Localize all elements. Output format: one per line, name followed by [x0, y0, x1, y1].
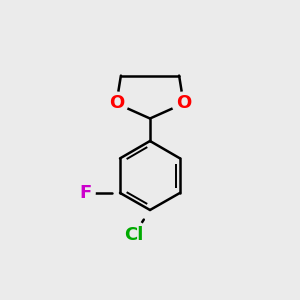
- Circle shape: [105, 92, 128, 115]
- Text: O: O: [176, 94, 191, 112]
- Text: F: F: [80, 184, 92, 202]
- Circle shape: [119, 221, 148, 250]
- Circle shape: [172, 92, 195, 115]
- Circle shape: [76, 183, 95, 202]
- Text: Cl: Cl: [124, 226, 143, 244]
- Text: O: O: [109, 94, 124, 112]
